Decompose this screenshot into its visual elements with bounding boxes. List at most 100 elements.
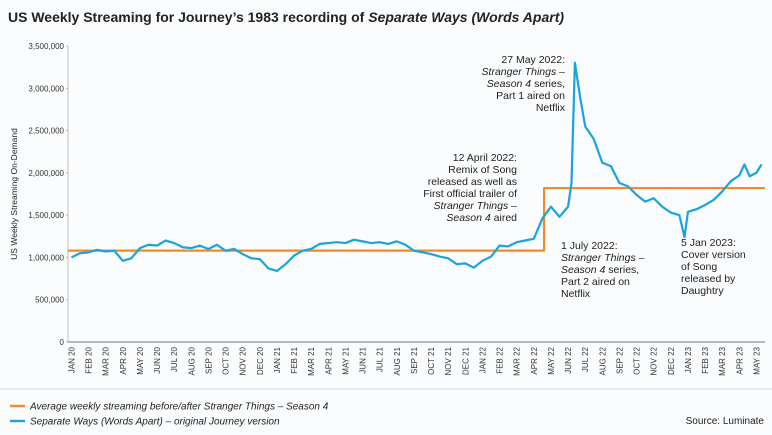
x-tick-label: MAR 20 bbox=[102, 346, 111, 375]
annotation-line: released as well as bbox=[428, 176, 517, 188]
text-run: Netflix bbox=[561, 288, 591, 300]
annotation-line: Season 4 aired bbox=[446, 212, 517, 224]
text-run: 1 July 2022: bbox=[561, 240, 618, 252]
y-tick-label: 2,000,000 bbox=[28, 169, 64, 178]
annotation-line: Part 1 aired on bbox=[496, 90, 565, 102]
y-tick-label: 0 bbox=[60, 338, 65, 347]
annotation-line: Season 4 series, bbox=[487, 78, 565, 90]
x-tick-label: SEP 21 bbox=[410, 346, 419, 374]
text-run: Netflix bbox=[536, 102, 566, 114]
x-tick-label: APR 21 bbox=[324, 346, 333, 374]
annotation-line: of Song bbox=[681, 261, 717, 273]
x-tick-label: JUL 21 bbox=[376, 346, 385, 372]
text-run: Stranger Things – bbox=[434, 200, 518, 212]
text-run: Part 2 aired on bbox=[561, 276, 630, 288]
x-tick-label: JAN 21 bbox=[273, 346, 282, 373]
x-tick-label: MAR 21 bbox=[307, 346, 316, 375]
x-tick-label: FEB 22 bbox=[496, 346, 505, 373]
text-run: Part 1 aired on bbox=[496, 90, 565, 102]
annotation-line: released by bbox=[681, 273, 736, 285]
text-run: Cover version bbox=[681, 249, 746, 261]
annotation-line: First official trailer of bbox=[423, 188, 517, 200]
x-tick-label: APR 20 bbox=[119, 346, 128, 374]
y-tick-label: 3,000,000 bbox=[28, 84, 64, 93]
text-run: 5 Jan 2023: bbox=[681, 237, 736, 249]
x-tick-label: DEC 21 bbox=[461, 346, 470, 375]
x-tick-label: APR 23 bbox=[735, 346, 744, 374]
text-run: of Song bbox=[681, 261, 717, 273]
y-tick-label: 1,000,000 bbox=[28, 253, 64, 262]
text-run: Season 4 bbox=[561, 264, 606, 276]
x-tick-label: OCT 21 bbox=[427, 346, 436, 374]
text-run: series, bbox=[605, 264, 639, 276]
y-tick-label: 2,500,000 bbox=[28, 127, 64, 136]
annotation-line: Stranger Things – bbox=[561, 252, 645, 264]
x-tick-label: NOV 21 bbox=[444, 346, 453, 375]
text-run: released by bbox=[681, 273, 736, 285]
x-tick-label: MAR 23 bbox=[718, 346, 727, 375]
x-tick-label: JAN 23 bbox=[684, 346, 693, 373]
x-tick-label: NOV 22 bbox=[650, 346, 659, 375]
x-tick-label: FEB 23 bbox=[701, 346, 710, 373]
x-tick-label: FEB 20 bbox=[85, 346, 94, 373]
x-tick-label: JUN 22 bbox=[564, 346, 573, 373]
chart-title: US Weekly Streaming for Journey’s 1983 r… bbox=[8, 9, 564, 25]
x-tick-label: JUL 22 bbox=[581, 346, 590, 372]
y-tick-label: 500,000 bbox=[35, 296, 64, 305]
legend-label: Average weekly streaming before/after St… bbox=[29, 402, 329, 413]
x-tick-label: OCT 20 bbox=[222, 346, 231, 374]
x-tick-label: APR 22 bbox=[530, 346, 539, 374]
series-line bbox=[70, 61, 763, 273]
y-tick-label: 3,500,000 bbox=[28, 42, 64, 51]
text-run: series, bbox=[531, 78, 565, 90]
annotation-line: 1 July 2022: bbox=[561, 240, 618, 252]
text-run: Daughtry bbox=[681, 285, 724, 297]
x-tick-label: NOV 20 bbox=[239, 346, 248, 375]
x-tick-label: AUG 20 bbox=[187, 346, 196, 375]
text-run: 12 April 2022: bbox=[453, 152, 517, 164]
x-tick-label: AUG 21 bbox=[393, 346, 402, 375]
source: Source: Luminate bbox=[686, 416, 765, 427]
text-run: Stranger Things – bbox=[482, 66, 566, 78]
y-axis-label: US Weekly Streaming On-Demand bbox=[9, 128, 19, 260]
x-tick-label: AUG 22 bbox=[598, 346, 607, 375]
x-tick-label: OCT 22 bbox=[633, 346, 642, 374]
text-run: Separate Ways (Words Apart) bbox=[368, 9, 564, 25]
annotation-line: Cover version bbox=[681, 249, 746, 261]
text-run: Season 4 bbox=[446, 212, 491, 224]
legend-label: Separate Ways (Words Apart) – original J… bbox=[30, 417, 280, 428]
x-tick-label: MAY 20 bbox=[136, 346, 145, 374]
text-run: Remix of Song bbox=[448, 164, 517, 176]
x-tick-label: SEP 20 bbox=[204, 346, 213, 374]
annotation-line: Stranger Things – bbox=[482, 66, 566, 78]
text-run: aired bbox=[491, 212, 517, 224]
x-tick-label: FEB 21 bbox=[290, 346, 299, 373]
annotation-line: 5 Jan 2023: bbox=[681, 237, 736, 249]
annotation-line: Netflix bbox=[536, 102, 566, 114]
x-tick-label: JAN 20 bbox=[67, 346, 76, 373]
y-tick-label: 1,500,000 bbox=[28, 211, 64, 220]
annotation-line: Netflix bbox=[561, 288, 591, 300]
x-tick-label: MAY 23 bbox=[752, 346, 761, 374]
x-tick-label: JUN 21 bbox=[359, 346, 368, 373]
annotation-line: 27 May 2022: bbox=[501, 54, 565, 66]
x-tick-label: SEP 22 bbox=[615, 346, 624, 374]
text-run: Stranger Things – bbox=[561, 252, 645, 264]
annotation-line: 12 April 2022: bbox=[453, 152, 517, 164]
text-run: Season 4 bbox=[487, 78, 532, 90]
text-run: released as well as bbox=[428, 176, 517, 188]
text-run: US Weekly Streaming for Journey’s 1983 r… bbox=[8, 9, 368, 25]
annotation-line: Stranger Things – bbox=[434, 200, 518, 212]
x-tick-label: MAY 21 bbox=[341, 346, 350, 374]
annotation-line: Daughtry bbox=[681, 285, 724, 297]
text-run: First official trailer of bbox=[423, 188, 517, 200]
annotation-line: Remix of Song bbox=[448, 164, 517, 176]
text-run: 27 May 2022: bbox=[501, 54, 565, 66]
annotation-line: Part 2 aired on bbox=[561, 276, 630, 288]
x-tick-label: JUL 20 bbox=[170, 346, 179, 372]
x-tick-label: MAR 22 bbox=[513, 346, 522, 375]
x-tick-label: JAN 22 bbox=[478, 346, 487, 373]
x-tick-label: DEC 20 bbox=[256, 346, 265, 375]
